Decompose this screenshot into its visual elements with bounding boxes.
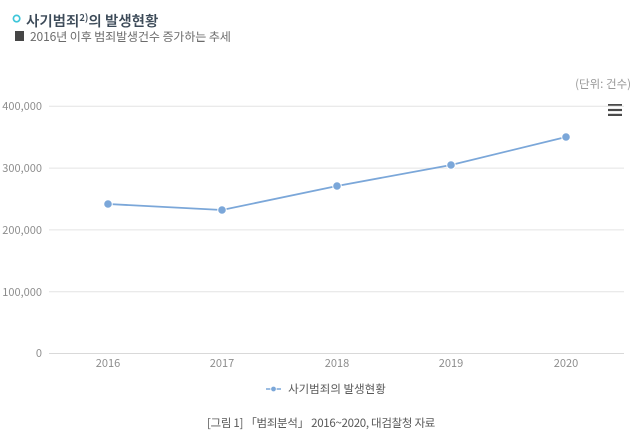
svg-text:2017: 2017 [210,355,234,371]
svg-text:200,000: 200,000 [2,222,42,238]
svg-text:2018: 2018 [325,355,349,371]
svg-text:2019: 2019 [439,355,463,371]
svg-text:300,000: 300,000 [2,160,42,176]
svg-text:[그림 1] 「범죄분석」 2016~2020, 대검찰청: [그림 1] 「범죄분석」 2016~2020, 대검찰청 자료 [207,415,436,431]
svg-text:사기범죄의 발생현황: 사기범죄의 발생현황 [288,381,386,397]
svg-text:400,000: 400,000 [2,98,42,114]
svg-text:0: 0 [36,345,42,361]
svg-text:100,000: 100,000 [2,284,42,300]
svg-text:2020: 2020 [554,355,578,371]
svg-text:2016: 2016 [96,355,120,371]
